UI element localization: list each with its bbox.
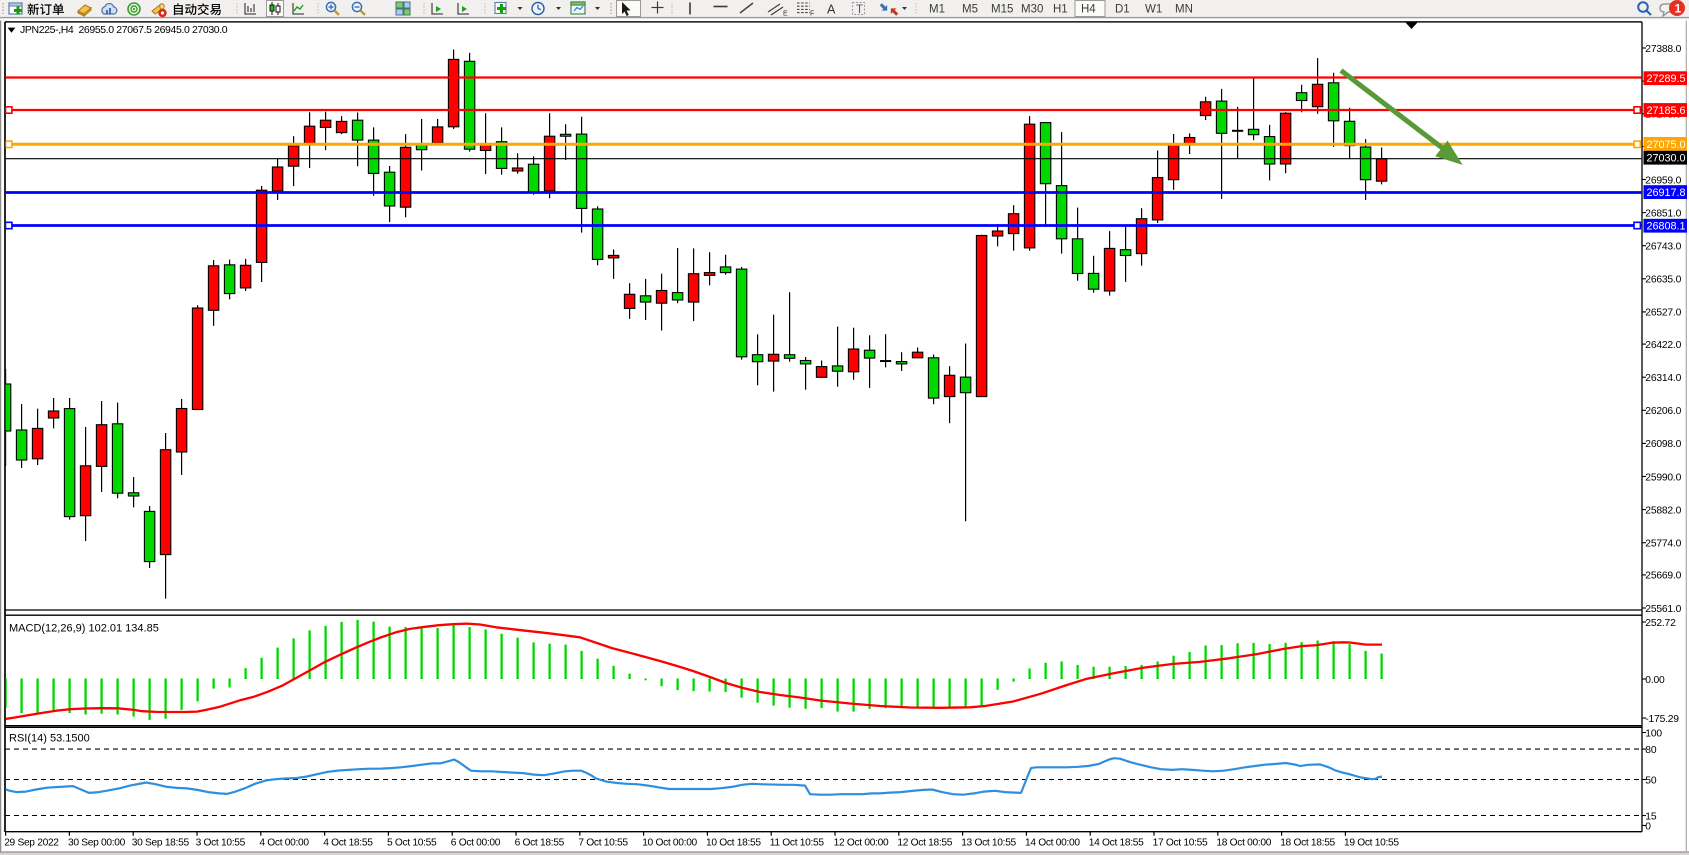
svg-text:M5: M5 [962,4,978,16]
svg-text:MN: MN [1175,4,1193,16]
svg-text:1: 1 [1675,2,1682,16]
svg-text:25561.0: 25561.0 [1645,604,1681,615]
svg-text:M1: M1 [929,4,945,16]
svg-text:25774.0: 25774.0 [1645,539,1681,550]
svg-text:MACD(12,26,9) 102.01 134.85: MACD(12,26,9) 102.01 134.85 [9,623,159,635]
svg-text:12 Oct 00:00: 12 Oct 00:00 [834,837,889,848]
svg-text:13 Oct 10:55: 13 Oct 10:55 [961,837,1016,848]
svg-text:RSI(14) 53.1500: RSI(14) 53.1500 [9,733,90,745]
svg-text:15: 15 [1645,811,1657,822]
svg-text:17 Oct 10:55: 17 Oct 10:55 [1153,837,1208,848]
svg-text:26422.0: 26422.0 [1645,340,1681,351]
svg-text:4 Oct 18:55: 4 Oct 18:55 [323,837,373,848]
svg-text:0: 0 [1645,821,1651,832]
svg-text:19 Oct 10:55: 19 Oct 10:55 [1344,837,1399,848]
svg-text:100: 100 [1645,728,1662,739]
svg-text:7 Oct 10:55: 7 Oct 10:55 [578,837,628,848]
svg-text:27185.6: 27185.6 [1647,105,1686,117]
svg-text:6 Oct 00:00: 6 Oct 00:00 [451,837,501,848]
svg-text:H1: H1 [1053,4,1068,16]
svg-text:W1: W1 [1145,4,1162,16]
svg-text:18 Oct 18:55: 18 Oct 18:55 [1280,837,1335,848]
svg-text:10 Oct 00:00: 10 Oct 00:00 [642,837,697,848]
svg-text:25669.0: 25669.0 [1645,571,1681,582]
svg-text:252.72: 252.72 [1645,618,1676,629]
svg-text:27030.0: 27030.0 [1647,153,1686,165]
svg-text:E: E [783,11,788,18]
svg-text:27388.0: 27388.0 [1645,44,1681,55]
svg-text:11 Oct 10:55: 11 Oct 10:55 [770,837,825,848]
svg-text:3 Oct 10:55: 3 Oct 10:55 [196,837,246,848]
svg-text:26314.0: 26314.0 [1645,373,1681,384]
svg-text:-175.29: -175.29 [1645,714,1679,725]
svg-text:12 Oct 18:55: 12 Oct 18:55 [897,837,952,848]
svg-text:26959.0: 26959.0 [1645,175,1681,186]
svg-text:27289.5: 27289.5 [1647,73,1686,85]
svg-text:80: 80 [1645,745,1657,756]
svg-text:T: T [856,4,863,16]
svg-text:6 Oct 18:55: 6 Oct 18:55 [515,837,565,848]
svg-text:26527.0: 26527.0 [1645,308,1681,319]
svg-text:26917.8: 26917.8 [1647,187,1686,199]
svg-text:29 Sep 2022: 29 Sep 2022 [4,837,59,848]
svg-text:D1: D1 [1115,4,1130,16]
svg-text:10 Oct 18:55: 10 Oct 18:55 [706,837,761,848]
svg-text:M30: M30 [1021,4,1043,16]
svg-text:H4: H4 [1081,4,1096,16]
svg-text:4 Oct 00:00: 4 Oct 00:00 [259,837,309,848]
svg-text:26808.1: 26808.1 [1647,221,1686,233]
svg-text:26635.0: 26635.0 [1645,275,1681,286]
svg-text:14 Oct 18:55: 14 Oct 18:55 [1089,837,1144,848]
svg-text:25990.0: 25990.0 [1645,472,1681,483]
svg-text:A: A [827,3,836,17]
svg-text:30 Sep 00:00: 30 Sep 00:00 [68,837,126,848]
svg-text:26098.0: 26098.0 [1645,439,1681,450]
svg-text:25882.0: 25882.0 [1645,505,1681,516]
svg-text:5 Oct 10:55: 5 Oct 10:55 [387,837,437,848]
svg-text:50: 50 [1645,775,1657,786]
svg-text:27075.0: 27075.0 [1647,139,1686,151]
svg-text:26743.0: 26743.0 [1645,242,1681,253]
svg-text:26851.0: 26851.0 [1645,208,1681,219]
svg-text:F: F [810,11,814,18]
svg-text:0.00: 0.00 [1645,675,1665,686]
svg-text:14 Oct 00:00: 14 Oct 00:00 [1025,837,1080,848]
svg-text:30 Sep 18:55: 30 Sep 18:55 [132,837,190,848]
svg-text:18 Oct 00:00: 18 Oct 00:00 [1216,837,1271,848]
svg-text:JPN225-,H4 26955.0 27067.5 26: JPN225-,H4 26955.0 27067.5 26945.0 27030… [20,24,228,36]
svg-text:M15: M15 [991,4,1013,16]
svg-text:26206.0: 26206.0 [1645,406,1681,417]
